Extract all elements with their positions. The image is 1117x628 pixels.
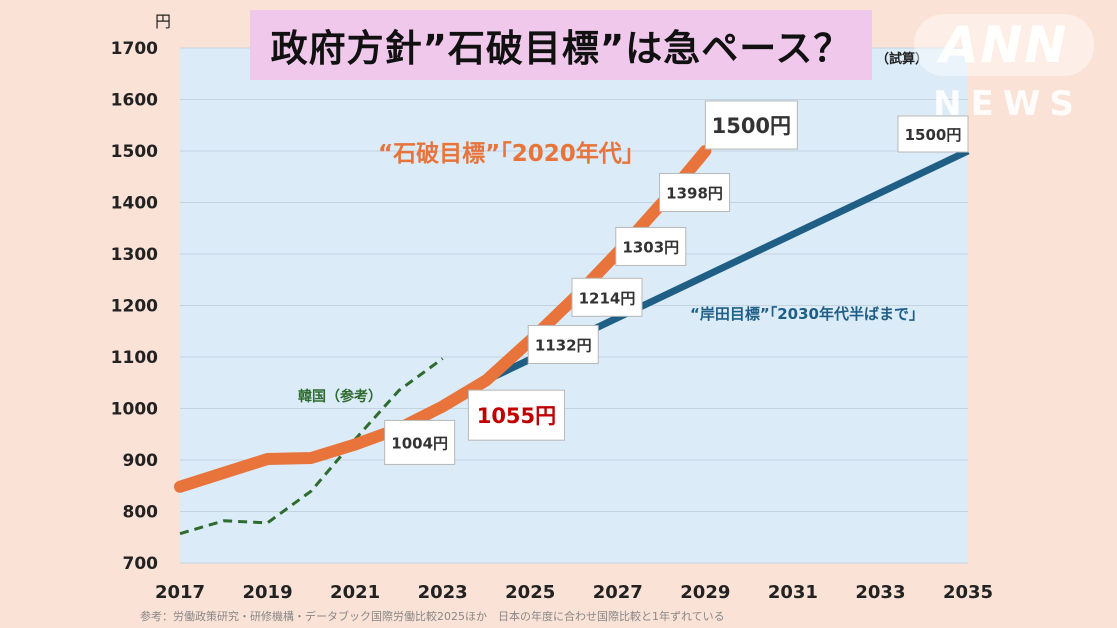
y-tick-label: 1600 [111,91,158,111]
data-label: 1004円 [391,434,448,452]
x-tick-label: 2033 [855,582,905,603]
x-tick-label: 2023 [418,582,468,603]
y-unit-label: 円 [155,12,171,31]
data-label-box [571,277,643,317]
series-ishiba-label: “石破目標”「2020年代」 [378,140,645,167]
x-tick-label: 2021 [330,582,380,603]
data-label-box [384,419,456,465]
logo-main-text: ANN [939,16,1069,74]
ann-news-logo: ANN NEWS [906,10,1102,124]
x-tick-label: 2019 [243,582,293,603]
y-tick-label: 800 [123,503,159,523]
data-label-box [659,173,731,213]
logo-sub-text: NEWS [933,84,1083,124]
data-label-box [897,115,969,153]
data-label-box [615,226,687,266]
y-tick-label: 1400 [111,194,158,214]
series-korea-line [179,357,444,536]
source-note: 参考：労働政策研究・研修機構・データブック国際労働比較2025ほか 日本の年度に… [140,610,725,623]
series-kishida-label: “岸田目標”「2030年代半ばまで」 [690,305,924,323]
data-label: 1500円 [905,126,962,144]
data-label-box [467,389,565,441]
x-tick-label: 2025 [505,582,555,603]
y-tick-label: 1500 [111,142,158,162]
x-tick-label: 2017 [155,582,205,603]
x-tick-label: 2029 [680,582,730,603]
data-label: 1055円 [477,404,556,428]
y-tick-label: 1300 [111,245,158,265]
title-box: 政府方針”石破目標”は急ペース？ [250,10,872,80]
y-tick-label: 700 [123,554,159,574]
data-label-box [527,325,599,365]
y-tick-label: 1000 [111,400,158,420]
y-tick-label: 1700 [111,39,158,59]
y-tick-label: 1100 [111,348,158,368]
data-label: 1303円 [622,238,679,256]
data-label: 1500円 [712,114,791,138]
x-tick-label: 2027 [593,582,643,603]
title-note: （試算） [876,52,929,67]
chart-title: 政府方針”石破目標”は急ペース？ [270,27,852,70]
logo-badge [914,14,1094,76]
data-label: 1214円 [579,289,636,307]
data-label-box [704,100,798,150]
y-tick-label: 900 [123,451,159,471]
y-tick-label: 1200 [111,297,158,317]
data-label: 1398円 [666,185,723,203]
x-tick-label: 2031 [768,582,818,603]
data-label: 1132円 [535,337,592,355]
series-korea-label: 韓国（参考） [298,388,382,405]
x-tick-label: 2035 [943,582,993,603]
